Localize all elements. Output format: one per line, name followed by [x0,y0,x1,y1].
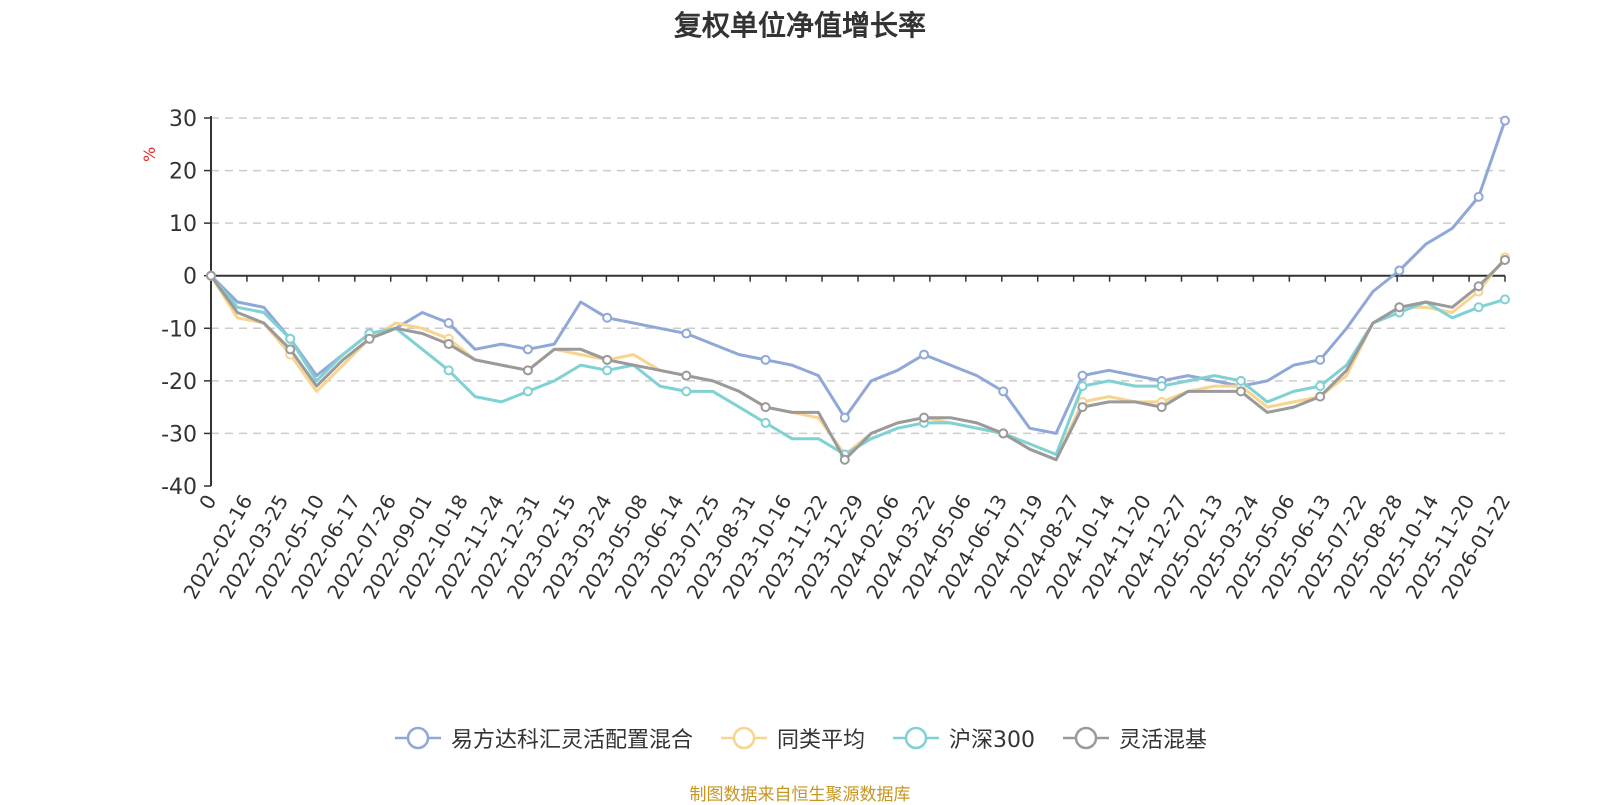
series-line [209,274,1506,456]
series-point [285,344,296,355]
series-point [285,333,296,344]
series-point [602,365,613,376]
series-point [760,354,771,365]
series-point [443,365,454,376]
series-point [364,333,375,344]
y-tick-label: -10 [161,317,197,342]
legend-item[interactable]: 灵活混基 [1061,722,1207,754]
y-axis-unit: % [140,147,159,162]
legend-marker-icon [893,726,939,750]
series-point [1156,402,1167,413]
legend-marker-icon [1063,726,1109,750]
series-line [209,120,1507,435]
series-point [681,328,692,339]
series-point [1077,381,1088,392]
axis-layer: -40-30-20-10010203002022-02-162022-03-25… [161,107,1515,603]
series-layer [206,115,1510,465]
grid-layer [211,117,1505,435]
series-point [760,402,771,413]
x-tick-label: 0 [194,491,221,514]
legend-item[interactable]: 同类平均 [719,722,865,754]
series-point [522,386,533,397]
series-point [1500,294,1510,305]
chart-svg: -40-30-20-10010203002022-02-162022-03-25… [140,107,1515,603]
series-point [1473,302,1484,313]
series-point [1077,402,1088,413]
series-point [1500,115,1510,126]
series-point [206,270,216,281]
series-point [919,349,930,360]
y-tick-label: -30 [161,422,197,447]
series-line [209,258,1507,462]
series-point [1500,254,1510,265]
series-point [1315,391,1326,402]
y-tick-label: 10 [169,212,197,237]
legend-circle [732,726,756,750]
series-point [602,312,613,323]
legend-label: 灵活混基 [1119,728,1208,753]
chart-title: 复权单位净值增长率 [673,9,926,42]
series-point [919,412,930,423]
series-point [522,365,533,376]
legend-circle [406,726,430,750]
series-point [1156,381,1167,392]
series-point [1235,386,1246,397]
legend-marker-icon [394,726,441,750]
series-point [1473,281,1484,292]
legend: 易方达科汇灵活配置混合 同类平均 沪深300 灵活混基 [0,722,1600,754]
series-point [839,412,850,423]
series-point [1394,302,1405,313]
y-tick-label: -20 [161,370,197,395]
series-point [602,354,613,365]
legend-item[interactable]: 沪深300 [891,722,1035,754]
source-footer: 制图数据来自恒生聚源数据库 [689,785,911,805]
series-point [1394,265,1405,276]
series-point [522,344,533,355]
series-point [760,417,771,428]
series-point [1315,381,1326,392]
series-point [998,428,1009,439]
legend-label: 沪深300 [949,728,1035,753]
series-point [1473,191,1484,202]
y-tick-label: -40 [161,475,197,500]
series-point [1235,375,1246,386]
series-point [443,318,454,329]
series-point [1315,354,1326,365]
series-point [681,386,692,397]
series-point [681,370,692,381]
legend-marker-icon [720,726,767,750]
y-tick-label: 20 [169,160,197,185]
series-point [998,386,1009,397]
y-tick-label: 0 [183,265,197,290]
series-point [839,454,850,465]
legend-item[interactable]: 易方达科汇灵活配置混合 [393,722,693,754]
legend-label: 同类平均 [776,728,865,753]
series-line [209,256,1507,462]
series-point [443,339,454,350]
y-tick-label: 30 [169,107,197,132]
series-point [1077,370,1088,381]
legend-label: 易方达科汇灵活配置混合 [450,728,693,753]
legend-circle [1074,726,1098,750]
legend-circle [904,726,928,750]
